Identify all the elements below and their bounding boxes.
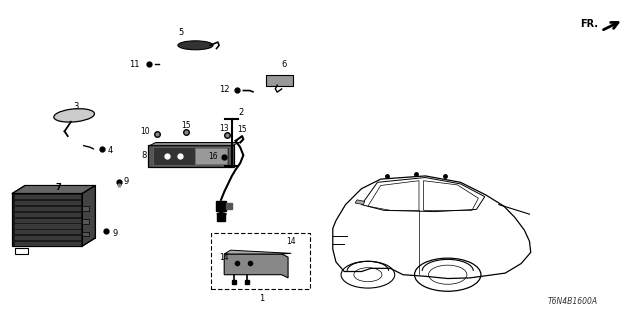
- Polygon shape: [150, 142, 239, 146]
- Polygon shape: [15, 201, 81, 205]
- Text: 6: 6: [281, 60, 286, 69]
- Polygon shape: [224, 254, 288, 278]
- Polygon shape: [15, 230, 81, 234]
- FancyBboxPatch shape: [83, 219, 89, 224]
- Text: 4: 4: [108, 146, 113, 155]
- Text: 15: 15: [181, 121, 191, 130]
- Text: 5: 5: [179, 28, 184, 37]
- Polygon shape: [15, 213, 81, 217]
- Text: 9: 9: [113, 229, 118, 238]
- FancyBboxPatch shape: [83, 206, 89, 211]
- Text: 10: 10: [140, 127, 150, 136]
- Text: 13: 13: [220, 124, 229, 132]
- Text: 11: 11: [129, 60, 140, 69]
- FancyBboxPatch shape: [195, 148, 227, 164]
- Polygon shape: [12, 186, 95, 194]
- Text: 8: 8: [141, 151, 147, 160]
- Text: 7: 7: [55, 183, 61, 192]
- Polygon shape: [15, 236, 81, 240]
- Text: 3: 3: [74, 102, 79, 111]
- Polygon shape: [83, 186, 95, 246]
- FancyBboxPatch shape: [266, 75, 293, 86]
- Text: 12: 12: [219, 85, 229, 94]
- Ellipse shape: [54, 109, 95, 122]
- Text: 16: 16: [208, 152, 218, 161]
- Text: T6N4B1600A: T6N4B1600A: [547, 297, 597, 306]
- Text: 14: 14: [220, 253, 229, 262]
- Polygon shape: [15, 224, 81, 228]
- Text: 9: 9: [124, 177, 129, 186]
- FancyBboxPatch shape: [148, 145, 234, 167]
- Polygon shape: [15, 195, 81, 199]
- Polygon shape: [224, 250, 291, 254]
- FancyBboxPatch shape: [83, 232, 89, 236]
- Ellipse shape: [178, 41, 213, 50]
- Text: 14: 14: [287, 237, 296, 246]
- Polygon shape: [15, 242, 81, 246]
- Text: FR.: FR.: [580, 20, 598, 29]
- Text: 1: 1: [259, 294, 264, 303]
- Polygon shape: [355, 200, 365, 204]
- Polygon shape: [12, 194, 83, 246]
- Polygon shape: [15, 219, 81, 223]
- Polygon shape: [15, 207, 81, 211]
- Text: 2: 2: [238, 108, 243, 117]
- FancyBboxPatch shape: [153, 147, 229, 165]
- Text: 15: 15: [237, 125, 246, 134]
